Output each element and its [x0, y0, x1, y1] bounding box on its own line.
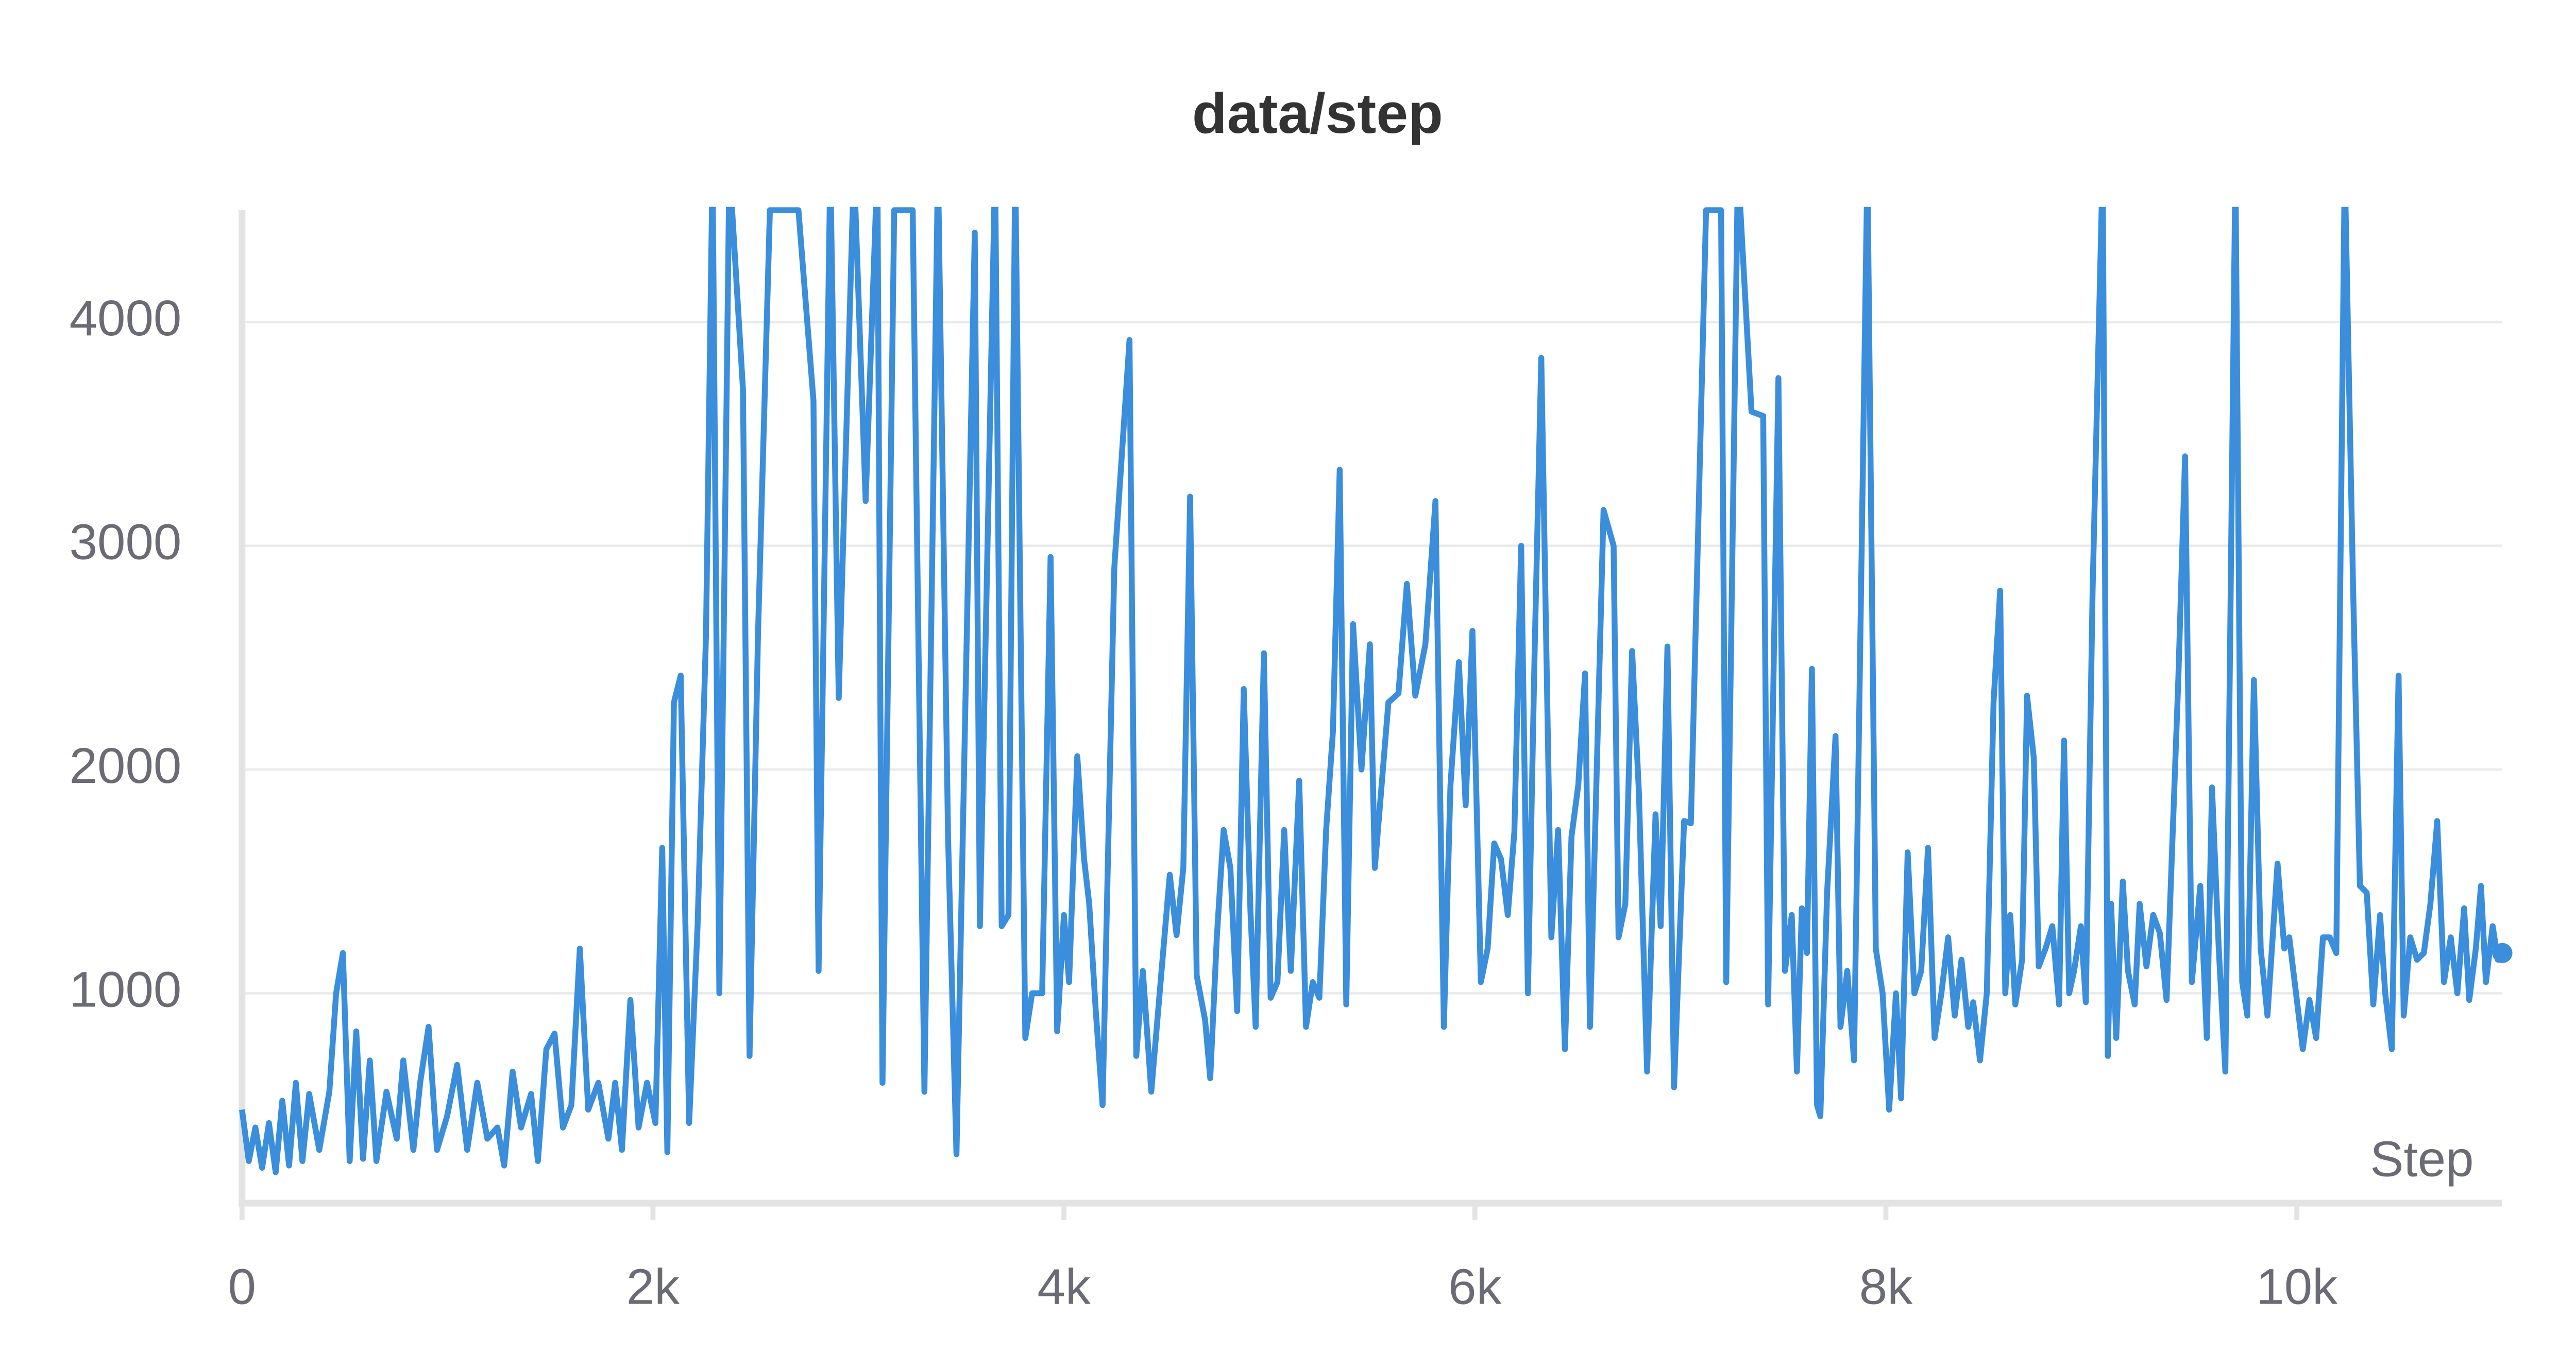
plot-area [239, 207, 2505, 1175]
x-tick-label: 6k [1448, 1258, 1502, 1314]
x-tick-label: 8k [1859, 1258, 1913, 1314]
y-tick-label: 1000 [70, 961, 182, 1017]
y-tick-label: 4000 [70, 289, 182, 346]
last-point [2492, 943, 2513, 963]
x-tick-label: 4k [1037, 1258, 1091, 1314]
data-line [239, 207, 2505, 1175]
x-tick-label: 2k [626, 1258, 680, 1314]
chart-title: data/step [1192, 81, 1443, 145]
x-axis-label: Step [2370, 1130, 2473, 1187]
x-tick-label: 10k [2256, 1258, 2338, 1314]
y-tick-label: 2000 [70, 737, 182, 794]
x-tick-label: 0 [228, 1258, 256, 1314]
y-tick-label: 3000 [70, 514, 182, 570]
